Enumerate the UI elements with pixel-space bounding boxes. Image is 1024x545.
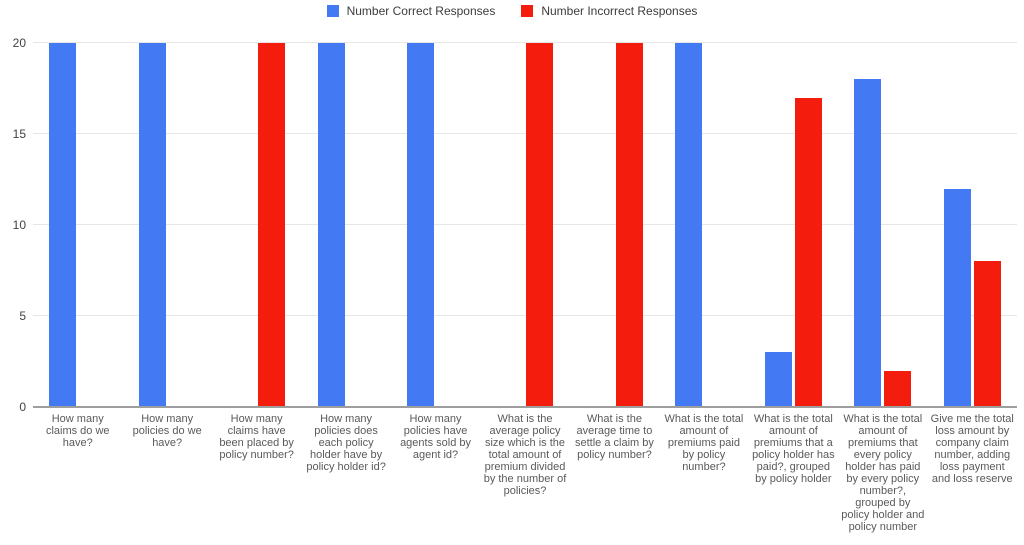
y-axis-tick-label: 10 <box>12 218 26 232</box>
bar-group <box>301 43 390 407</box>
x-axis-category-label: How many policies do we have? <box>132 413 202 449</box>
legend-item-correct: Number Correct Responses <box>326 4 496 18</box>
bar-incorrect <box>794 97 822 407</box>
bar-incorrect <box>973 261 1001 407</box>
x-axis-category-label: How many claims do we have? <box>45 413 110 449</box>
y-axis-tick-label: 5 <box>19 309 26 323</box>
bar-correct <box>407 43 435 407</box>
bar-group <box>480 43 569 407</box>
x-axis-line <box>33 406 1017 408</box>
legend-swatch-correct-icon <box>326 5 339 17</box>
bar-correct <box>675 43 703 407</box>
x-axis-category-label: Give me the total loss amount by company… <box>930 413 1014 485</box>
x-axis-category-label: What is the average time to settle a cla… <box>575 413 654 461</box>
bar-group <box>570 43 659 407</box>
legend-label-incorrect: Number Incorrect Responses <box>541 4 698 18</box>
gridline <box>33 315 1017 316</box>
bar-incorrect <box>258 43 286 407</box>
bar-group <box>391 43 480 407</box>
bar-incorrect <box>884 370 912 407</box>
x-axis-category-label: What is the average policy size which is… <box>483 413 567 497</box>
gridline <box>33 224 1017 225</box>
gridline <box>33 42 1017 43</box>
bar-correct <box>854 79 882 407</box>
bar-group <box>122 43 211 407</box>
bar-group <box>33 43 122 407</box>
x-axis-category-label: What is the total amount of premiums pai… <box>664 413 744 473</box>
bar-group <box>749 43 838 407</box>
bar-incorrect <box>615 43 643 407</box>
legend-label-correct: Number Correct Responses <box>346 4 496 18</box>
x-axis-category-label: What is the total amount of premiums tha… <box>841 413 925 533</box>
legend-swatch-incorrect-icon <box>521 5 534 17</box>
bar-correct <box>317 43 345 407</box>
legend-item-incorrect: Number Incorrect Responses <box>521 4 697 18</box>
chart-legend: Number Correct Responses Number Incorrect… <box>0 4 1024 18</box>
bar-groups <box>33 43 1017 407</box>
bar-correct <box>943 188 971 407</box>
gridline <box>33 133 1017 134</box>
x-axis-category-label: How many policies have agents sold by ag… <box>400 413 471 461</box>
bar-group <box>928 43 1017 407</box>
bar-group <box>212 43 301 407</box>
y-axis-tick-label: 0 <box>19 400 26 414</box>
bar-correct <box>138 43 166 407</box>
x-axis-labels: How many claims do we have? How many poli… <box>33 413 1017 533</box>
plot-area <box>33 42 1017 408</box>
x-axis-category-label: What is the total amount of premiums tha… <box>752 413 835 485</box>
x-axis-category-label: How many policies does each policy holde… <box>306 413 386 473</box>
y-axis-tick-label: 20 <box>12 36 26 50</box>
bar-correct <box>764 352 792 407</box>
bar-group <box>838 43 927 407</box>
bar-group <box>659 43 748 407</box>
x-axis-category-label: How many claims have been placed by poli… <box>219 413 294 461</box>
bar-correct <box>49 43 77 407</box>
y-axis-tick-label: 15 <box>12 127 26 141</box>
bar-incorrect <box>526 43 554 407</box>
